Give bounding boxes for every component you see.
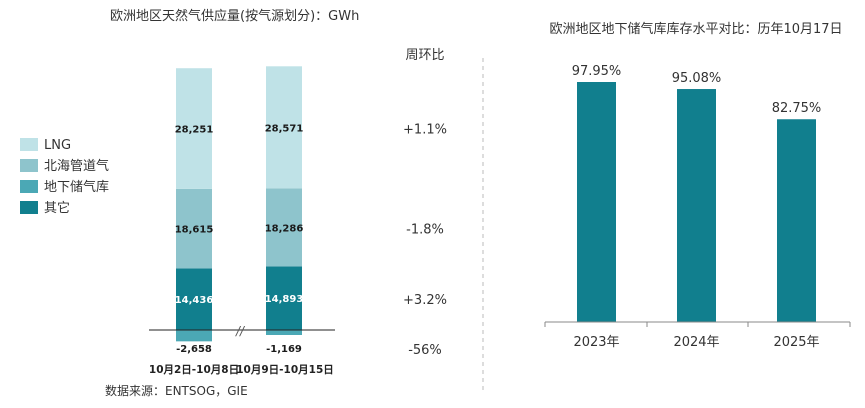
x-tick-label: 2024年	[673, 335, 719, 350]
data-label: 28,571	[265, 123, 304, 134]
legend-label: 地下储气库	[44, 179, 109, 195]
storage-chart-title: 欧洲地区地下储气库库存水平对比：历年10月17日	[549, 21, 842, 37]
data-label: 14,893	[265, 294, 304, 305]
wow-header: 周环比	[405, 48, 444, 63]
source-note: 数据来源：ENTSOG，GIE	[105, 383, 248, 398]
stacked-bars: 14,436 18,615 28,251 -2,658 14,893 18,286 28,5…	[175, 66, 304, 355]
storage-bars: 97.95% 95.08% 82.75%	[572, 64, 822, 322]
data-label: 97.95%	[572, 64, 622, 79]
bar-segment-negative	[266, 330, 302, 335]
bar-segment	[176, 188, 212, 269]
legend-swatch	[20, 180, 38, 193]
wow-label: -1.8%	[406, 223, 444, 238]
wow-label: +1.1%	[403, 123, 447, 138]
bar-segment	[266, 66, 302, 189]
data-label: 14,436	[175, 295, 214, 306]
data-label: 95.08%	[672, 71, 722, 86]
data-label: 28,251	[175, 125, 214, 136]
wow-label: +3.2%	[403, 293, 447, 308]
bar-segment-negative	[176, 330, 212, 342]
bar-segment	[266, 266, 302, 330]
storage-bar	[777, 119, 816, 322]
storage-bar	[677, 89, 716, 322]
x-tick-label: 2025年	[773, 335, 819, 350]
data-label: 82.75%	[772, 101, 822, 116]
legend-label: 其它	[44, 200, 70, 216]
data-label: 18,286	[265, 223, 304, 234]
x-tick-label: 10月2日-10月8日	[149, 364, 239, 376]
legend-label: 北海管道气	[44, 158, 109, 174]
legend-swatch	[20, 159, 38, 172]
wow-labels: +1.1% -1.8% +3.2% -56%	[403, 123, 447, 358]
data-label: 18,615	[175, 225, 214, 236]
data-label: -2,658	[176, 344, 212, 355]
axis-break: //	[235, 324, 246, 338]
x-tick-label: 2023年	[573, 335, 619, 350]
bar-segment	[266, 188, 302, 267]
data-label: -1,169	[266, 344, 302, 355]
legend-swatch	[20, 138, 38, 151]
x-tick-label: 10月9日-10月15日	[236, 364, 334, 376]
x-ticks: 2023年 2024年 2025年	[544, 322, 851, 350]
wow-label: -56%	[408, 343, 442, 358]
bar-segment	[176, 68, 212, 189]
legend-label: LNG	[44, 138, 71, 153]
supply-chart-title: 欧洲地区天然气供应量(按气源划分)：GWh	[110, 8, 359, 24]
legend-swatch	[20, 201, 38, 214]
storage-chart: 欧洲地区地下储气库库存水平对比：历年10月17日 97.95% 95.08% 82.…	[544, 21, 851, 350]
storage-bar	[577, 82, 616, 322]
bar-segment	[176, 268, 212, 330]
